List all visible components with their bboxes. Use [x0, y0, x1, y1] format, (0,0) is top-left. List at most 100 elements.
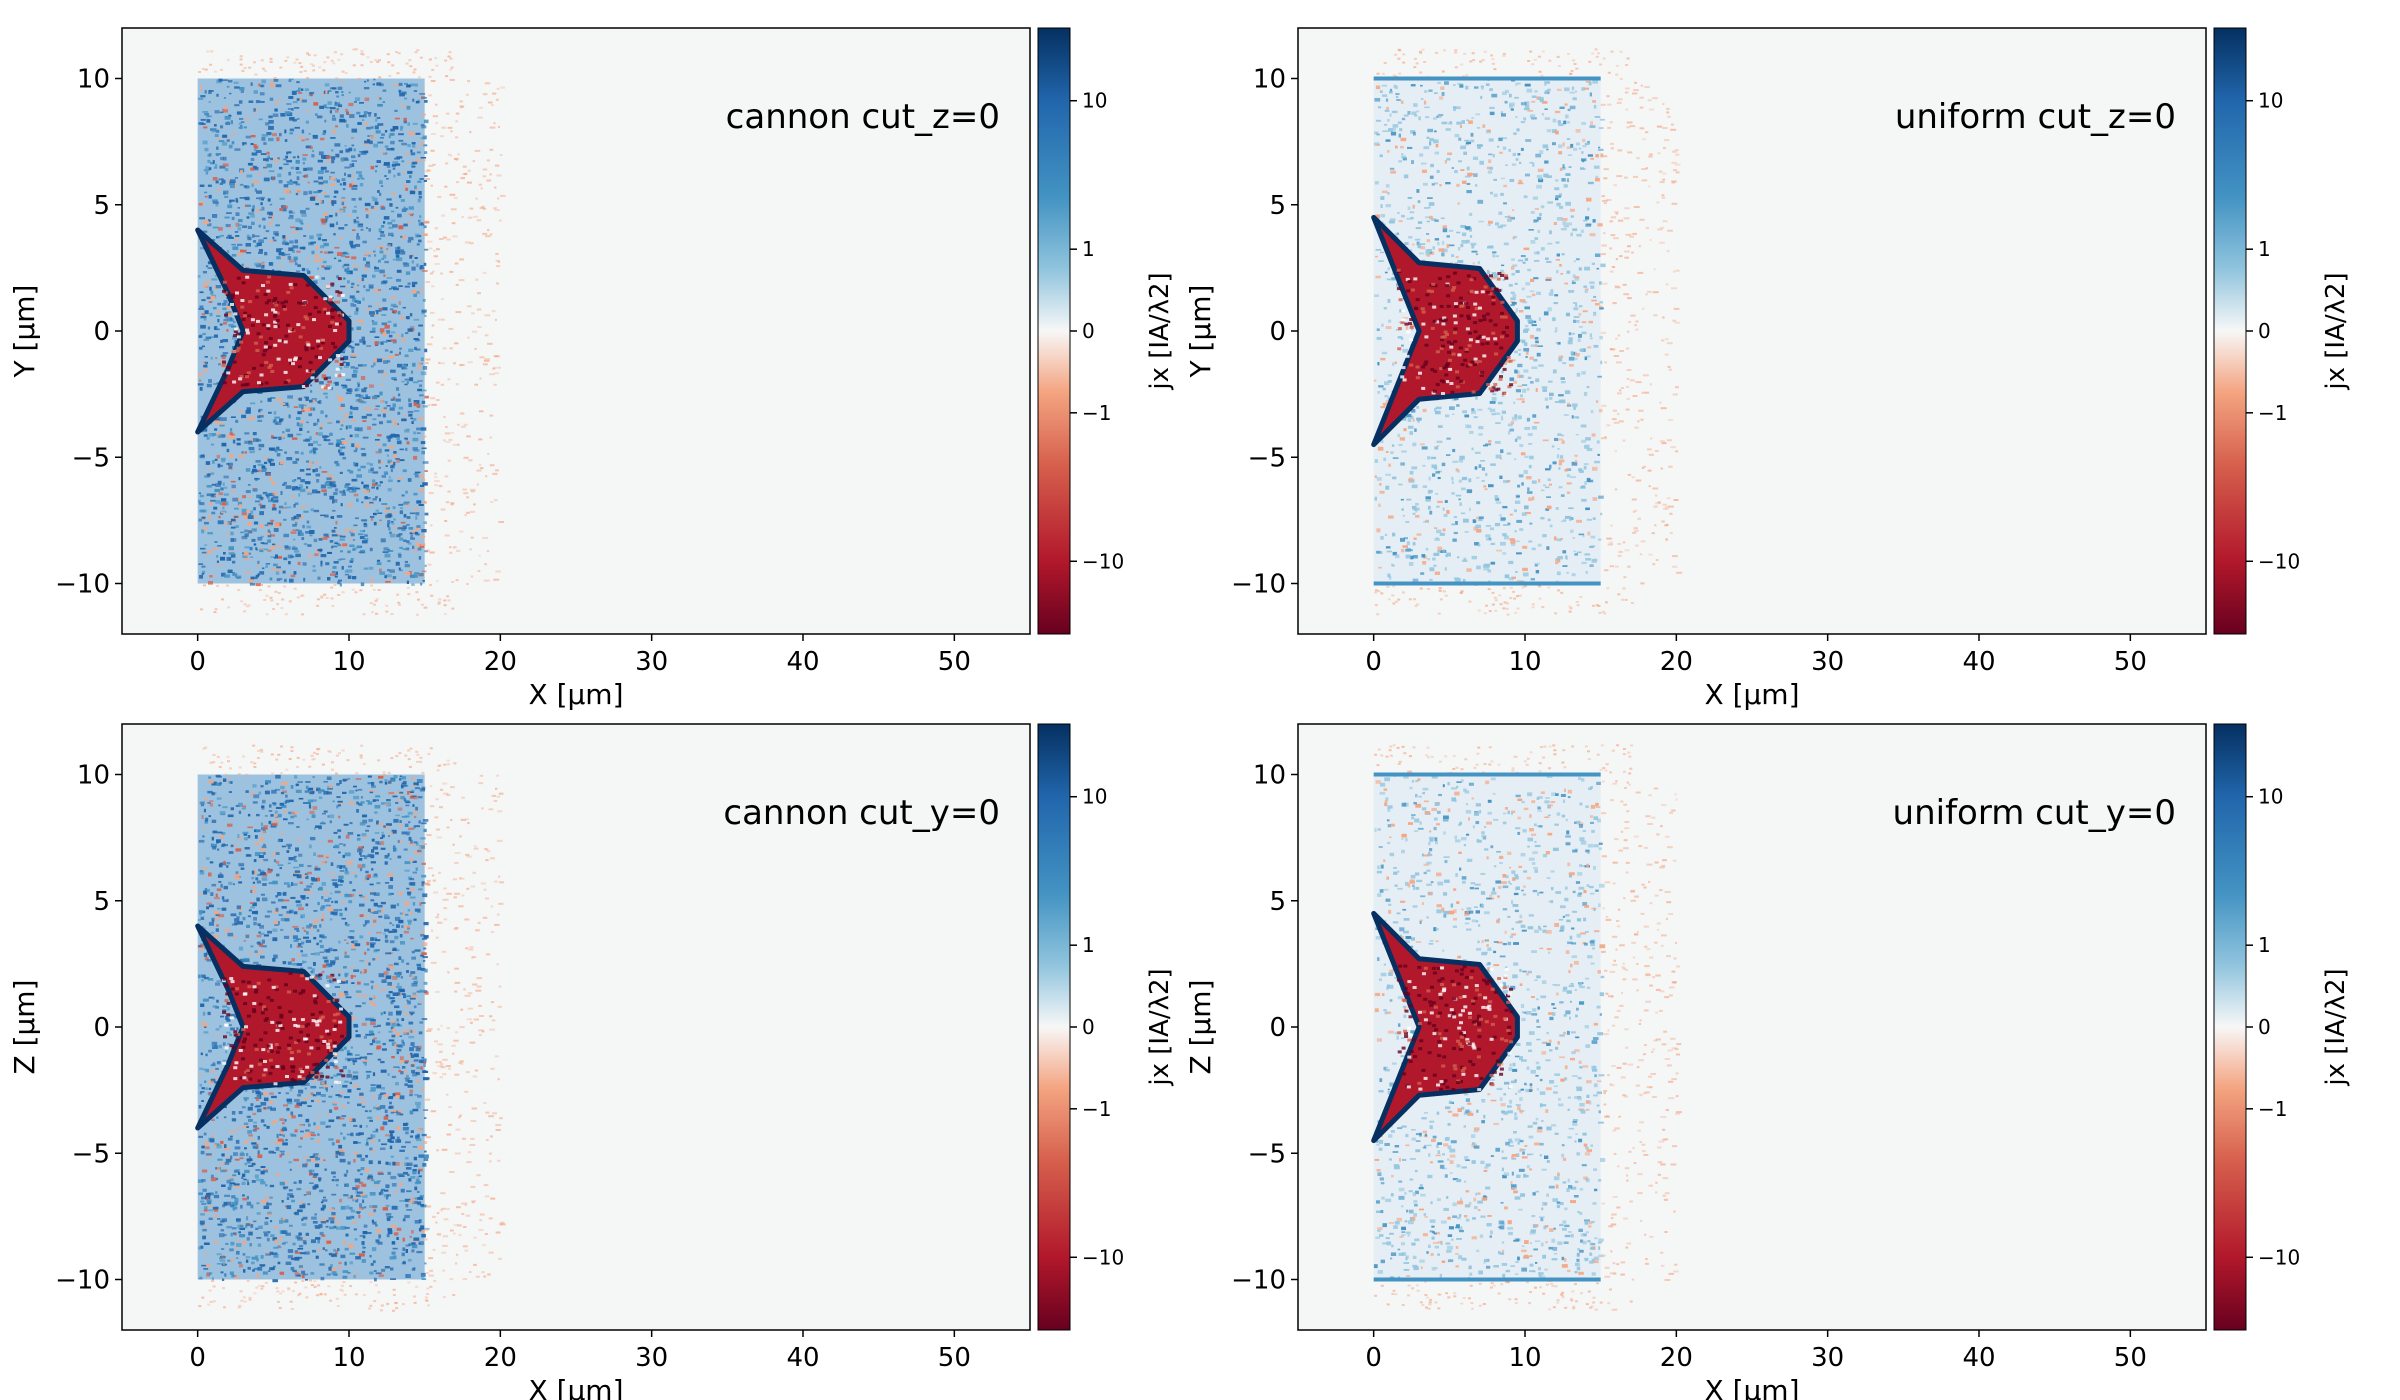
- speckle-point: [298, 404, 304, 408]
- speckle-point: [1414, 428, 1417, 432]
- speckle-point: [1592, 497, 1598, 501]
- speckle-point: [400, 315, 405, 320]
- speckle-point: [1532, 496, 1535, 501]
- speckle-point: [1526, 387, 1530, 391]
- speckle-point: [1572, 536, 1575, 539]
- speckle-point: [341, 492, 344, 496]
- speckle-point: [201, 551, 207, 554]
- cavity-texture: [267, 365, 272, 369]
- speckle-point: [293, 256, 298, 261]
- speckle-point: [1546, 129, 1552, 133]
- speckle-point: [367, 426, 372, 430]
- rear-fringe: [474, 383, 478, 386]
- speckle-point: [1490, 191, 1493, 195]
- speckle-point: [349, 544, 355, 547]
- speckle-point: [413, 492, 418, 496]
- speckle-point: [249, 546, 253, 551]
- rear-fringe: [1607, 103, 1612, 106]
- speckle-point: [234, 574, 238, 578]
- speckle-point: [244, 432, 250, 435]
- speckle-point: [1519, 299, 1526, 303]
- speckle-point: [283, 158, 287, 161]
- speckle-point: [232, 497, 239, 502]
- edge-halo: [269, 596, 273, 599]
- edge-halo: [366, 56, 370, 59]
- speckle-point: [387, 559, 391, 563]
- speckle-point: [265, 565, 268, 568]
- cavity-texture: [323, 386, 328, 390]
- edge-halo: [360, 52, 364, 55]
- speckle-point: [1501, 264, 1505, 267]
- speckle-point: [220, 417, 227, 421]
- speckle-point: [294, 262, 298, 266]
- speckle-point: [337, 559, 342, 561]
- edge-halo: [261, 67, 265, 70]
- speckle-point: [409, 190, 416, 195]
- speckle-point: [420, 582, 423, 586]
- speckle-point: [1497, 145, 1500, 148]
- speckle-point: [344, 365, 349, 368]
- speckle-point: [372, 395, 378, 400]
- speckle-point: [1578, 533, 1585, 536]
- speckle-point: [1400, 337, 1404, 340]
- speckle-point: [1420, 246, 1426, 250]
- rear-fringe: [456, 549, 461, 552]
- speckle-point: [354, 433, 360, 438]
- speckle-point: [1529, 114, 1536, 118]
- edge-halo: [370, 611, 374, 614]
- speckle-point: [318, 400, 322, 404]
- x-tick-label: 0: [189, 647, 206, 677]
- speckle-point: [341, 198, 346, 203]
- speckle-point: [394, 353, 399, 356]
- rear-fringe: [1667, 419, 1674, 422]
- speckle-point: [1510, 216, 1515, 220]
- speckle-point: [1569, 332, 1575, 335]
- cavity-texture: [310, 346, 315, 350]
- rear-fringe: [1600, 253, 1606, 256]
- speckle-point: [374, 254, 377, 257]
- speckle-point: [207, 518, 211, 521]
- rear-fringe: [463, 492, 469, 495]
- speckle-point: [1581, 561, 1587, 565]
- speckle-point: [1557, 556, 1563, 560]
- speckle-point: [1591, 433, 1596, 437]
- speckle-point: [1570, 476, 1576, 478]
- speckle-point: [274, 158, 279, 162]
- speckle-point: [1382, 402, 1389, 405]
- speckle-point: [344, 166, 350, 169]
- speckle-point: [1477, 199, 1484, 204]
- speckle-point: [252, 432, 257, 436]
- edge-halo: [444, 59, 448, 62]
- speckle-point: [1570, 529, 1574, 533]
- speckle-point: [1416, 406, 1420, 409]
- speckle-point: [354, 462, 359, 467]
- speckle-point: [341, 441, 348, 444]
- speckle-point: [391, 296, 396, 300]
- speckle-point: [256, 208, 259, 212]
- speckle-point: [1495, 412, 1501, 415]
- rear-fringe: [489, 464, 495, 467]
- speckle-point: [199, 502, 205, 506]
- speckle-point: [379, 481, 383, 484]
- speckle-point: [262, 491, 268, 495]
- speckle-point: [1437, 81, 1441, 84]
- speckle-point: [370, 518, 374, 521]
- speckle-point: [1425, 499, 1431, 502]
- speckle-point: [1505, 164, 1508, 166]
- cavity-texture: [245, 331, 250, 335]
- speckle-point: [401, 380, 405, 383]
- speckle-point: [1545, 257, 1549, 260]
- speckle-point: [316, 479, 320, 483]
- cavity-texture: [330, 320, 335, 324]
- speckle-point: [303, 167, 307, 171]
- speckle-point: [415, 147, 418, 149]
- speckle-point: [414, 257, 418, 259]
- rear-fringe: [489, 414, 494, 417]
- speckle-point: [409, 255, 413, 259]
- speckle-point: [317, 432, 323, 436]
- speckle-point: [1492, 254, 1495, 258]
- speckle-point: [1510, 539, 1516, 544]
- cavity-texture: [261, 323, 266, 327]
- speckle-point: [362, 436, 369, 439]
- speckle-point: [1516, 436, 1522, 440]
